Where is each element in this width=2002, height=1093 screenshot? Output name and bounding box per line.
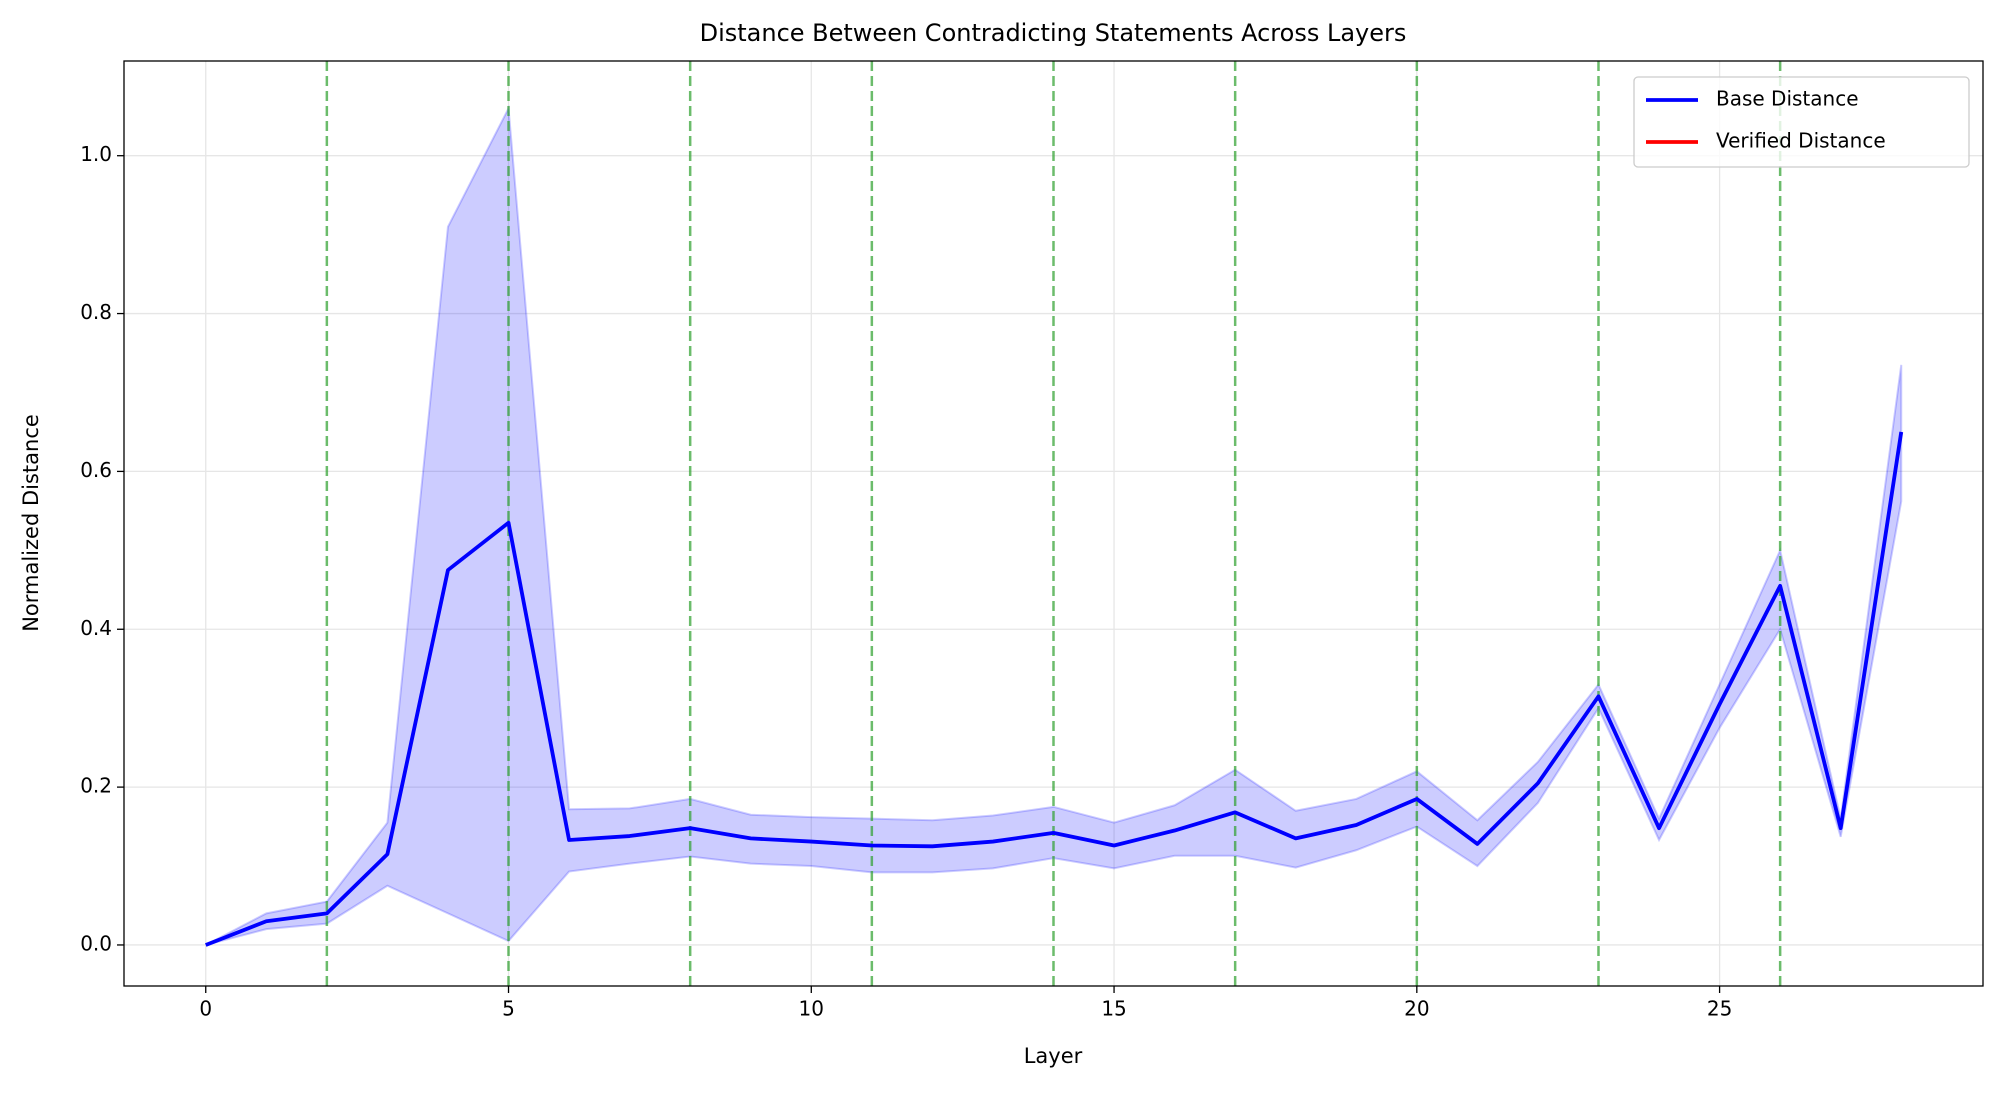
plot-frame xyxy=(123,60,1984,987)
x-tick-label: 0 xyxy=(199,997,212,1021)
legend-label: Verified Distance xyxy=(1716,129,1886,153)
chart-title: Distance Between Contradicting Statement… xyxy=(700,19,1407,47)
data-line xyxy=(205,431,1904,947)
x-tick-label: 15 xyxy=(1101,997,1126,1021)
y-tick-label: 0.6 xyxy=(80,458,112,482)
x-tick-label: 10 xyxy=(799,997,824,1021)
legend-box xyxy=(1633,76,1970,168)
y-tick-label: 0.8 xyxy=(80,300,112,324)
x-axis-label: Layer xyxy=(1024,1044,1083,1068)
y-tick-label: 1.0 xyxy=(80,142,112,166)
y-tick-label: 0.4 xyxy=(80,616,112,640)
x-tick-label: 20 xyxy=(1404,997,1429,1021)
y-axis-label: Normalized Distance xyxy=(19,414,43,632)
legend-label: Base Distance xyxy=(1716,87,1859,111)
x-tick-label: 5 xyxy=(502,997,515,1021)
y-tick-label: 0.2 xyxy=(80,774,112,798)
y-tick-label: 0.0 xyxy=(80,931,112,955)
x-tick-label: 25 xyxy=(1707,997,1732,1021)
